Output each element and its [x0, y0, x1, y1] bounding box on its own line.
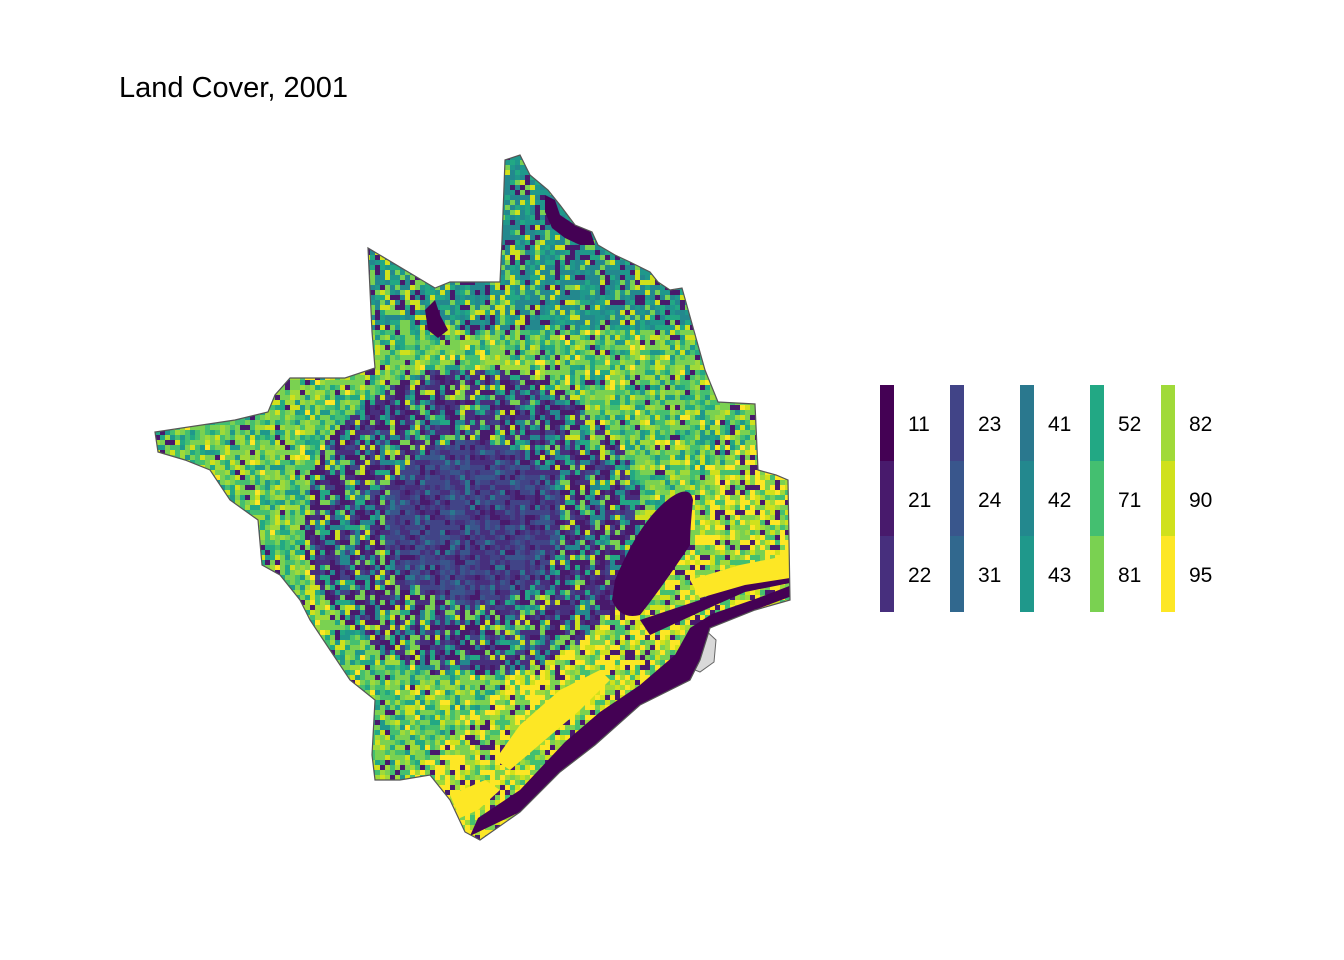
bay-channel — [640, 576, 790, 635]
lake-northwest — [425, 300, 448, 338]
coastal-marsh-west — [495, 670, 610, 770]
coastal-marsh-southwest — [450, 780, 500, 818]
water-features — [425, 195, 790, 836]
coastal-water-strip — [470, 585, 790, 836]
coastal-marsh — [690, 555, 790, 598]
map-title: Land Cover, 2001 — [119, 72, 348, 104]
land-cover-raster — [155, 155, 790, 840]
lake-north — [545, 195, 595, 245]
galveston-bay — [612, 491, 693, 616]
